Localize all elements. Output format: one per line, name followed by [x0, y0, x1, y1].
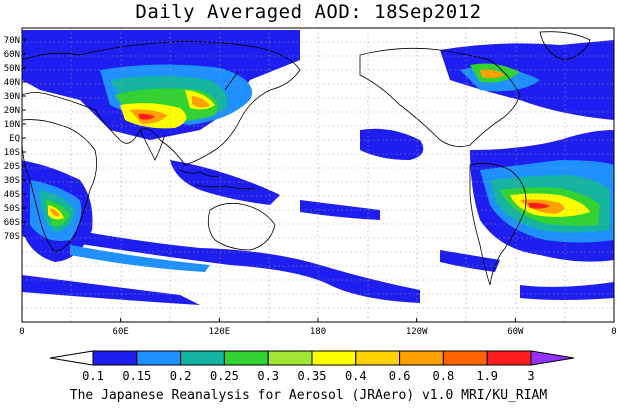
lat-label: 70N [4, 36, 20, 46]
lat-label: 50N [4, 64, 20, 74]
colorbar-label: 0.15 [122, 369, 151, 383]
colorbar-label: 0.1 [82, 369, 104, 383]
colorbar-bin [267, 350, 313, 366]
colorbar [49, 350, 575, 366]
colorbar-label: 0.2 [170, 369, 192, 383]
lat-label: 50S [4, 204, 20, 214]
colorbar-low-end [49, 350, 94, 366]
lat-label: 60S [4, 218, 20, 228]
lat-label: 20N [4, 106, 20, 116]
lon-axis: 0 60E 120E 180 120W 60W 0 [19, 327, 616, 337]
colorbar-bin [180, 350, 225, 366]
colorbar-labels: 0.1 0.15 0.2 0.25 0.3 0.35 0.4 0.6 0.8 1.9 3 [82, 369, 534, 383]
lon-label: 120W [406, 327, 428, 337]
lat-label: 60N [4, 50, 20, 60]
lon-label: 0 [19, 327, 24, 337]
colorbar-bin [399, 350, 444, 366]
colorbar-label: 0.8 [433, 369, 455, 383]
lat-label: EQ [9, 134, 20, 144]
lat-label: 30N [4, 92, 20, 102]
lat-label: 40S [4, 190, 20, 200]
colorbar-bin [486, 350, 532, 366]
lon-label: 60E [113, 327, 129, 337]
colorbar-high-end [530, 350, 575, 366]
colorbar-label: 0.35 [298, 369, 327, 383]
lat-label: 40N [4, 78, 20, 88]
lat-axis: 70N 60N 50N 40N 30N 20N 10N EQ 10S 20S 30S 40S 50S 60… [4, 36, 20, 242]
colorbar-label: 0.4 [345, 369, 367, 383]
colorbar-bin [442, 350, 488, 366]
lat-label: 70S [4, 232, 20, 242]
lat-label: 10N [4, 120, 20, 130]
colorbar-bin [136, 350, 182, 366]
aod-field [22, 28, 614, 322]
colorbar-label: 0.6 [389, 369, 411, 383]
map-title: Daily Averaged AOD: 18Sep2012 [135, 1, 482, 23]
lon-label: 120E [208, 327, 230, 337]
colorbar-bin [311, 350, 357, 366]
colorbar-bin [223, 350, 269, 366]
lon-label: 180 [310, 327, 326, 337]
colorbar-bin [355, 350, 401, 366]
colorbar-label: 0.3 [257, 369, 279, 383]
dataset-credit: The Japanese Reanalysis for Aerosol (JRA… [69, 388, 548, 403]
lat-label: 20S [4, 162, 20, 172]
lon-label: 60W [507, 327, 524, 337]
lon-label: 0 [611, 327, 616, 337]
lat-label: 10S [4, 148, 20, 158]
colorbar-bin [92, 350, 138, 366]
colorbar-label: 0.25 [210, 369, 239, 383]
colorbar-label: 1.9 [476, 369, 498, 383]
lat-label: 30S [4, 176, 20, 186]
colorbar-label: 3 [527, 369, 534, 383]
